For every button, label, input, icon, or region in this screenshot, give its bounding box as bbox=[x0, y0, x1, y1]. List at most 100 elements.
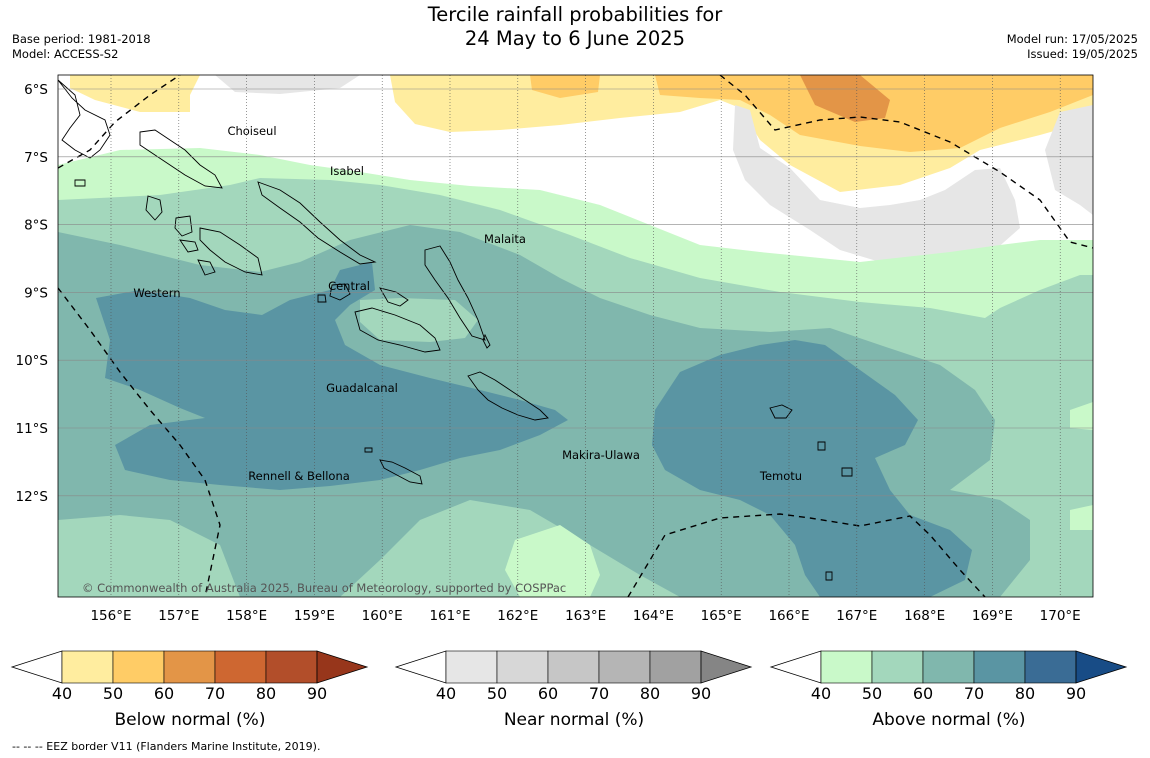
coastline bbox=[257, 181, 377, 265]
eez-border-segment bbox=[58, 75, 181, 169]
colorbar-swatch bbox=[973, 650, 1026, 684]
coastline bbox=[482, 333, 491, 349]
colorbar-tick-label: 40 bbox=[52, 684, 72, 703]
colorbar-below-normal: 40 50 60 70 80 90 Below normal (%) bbox=[10, 650, 369, 728]
colorbar-label: Below normal (%) bbox=[115, 710, 266, 728]
colorbar-swatch bbox=[547, 650, 600, 684]
colorbar-tick-label: 80 bbox=[1015, 684, 1035, 703]
colorbar-swatches bbox=[769, 650, 1128, 684]
colorbar-swatch bbox=[649, 650, 702, 684]
model-info: Base period: 1981-2018 Model: ACCESS-S2 bbox=[12, 32, 151, 62]
above-normal-50-region bbox=[360, 298, 478, 342]
colorbar-tick-label: 60 bbox=[154, 684, 174, 703]
longitude-label: 166°E bbox=[768, 608, 809, 624]
longitude-label: 162°E bbox=[497, 608, 538, 624]
longitude-label: 170°E bbox=[1040, 608, 1081, 624]
region-label-western: Western bbox=[133, 286, 180, 300]
model-run: Model run: 17/05/2025 bbox=[1006, 32, 1138, 46]
colorbar-label: Above normal (%) bbox=[872, 710, 1025, 728]
region-label-rennell-bellona: Rennell & Bellona bbox=[248, 469, 350, 483]
longitude-label: 158°E bbox=[226, 608, 267, 624]
colorbar-swatch bbox=[265, 650, 318, 684]
base-period: Base period: 1981-2018 bbox=[12, 32, 151, 46]
above-normal-40-region bbox=[1070, 402, 1093, 430]
coastline bbox=[174, 215, 193, 237]
longitude-label: 167°E bbox=[836, 608, 877, 624]
region-label-temotu: Temotu bbox=[759, 469, 802, 483]
colorbar-min-extension bbox=[769, 650, 822, 684]
colorbar-tick-label: 50 bbox=[862, 684, 882, 703]
coastline bbox=[317, 294, 327, 303]
title-line-1: Tercile rainfall probabilities for bbox=[427, 3, 723, 26]
coastline bbox=[825, 571, 833, 581]
colorbar-swatch bbox=[598, 650, 651, 684]
region-label-malaita: Malaita bbox=[484, 232, 526, 246]
colorbar-tick-label: 90 bbox=[307, 684, 327, 703]
latitude-label: 11°S bbox=[16, 421, 49, 437]
probability-map: 6°S 7°S 8°S 9°S 10°S 11°S 12°S 156°E 157°E 158°E… bbox=[16, 74, 1094, 624]
coastlines bbox=[58, 79, 853, 581]
coastline bbox=[379, 287, 409, 307]
colorbar-swatch bbox=[163, 650, 216, 684]
colorbar-tick-label: 60 bbox=[538, 684, 558, 703]
colorbar-swatch bbox=[1024, 650, 1077, 684]
near-normal-40-region bbox=[733, 105, 1020, 268]
colorbar-swatch bbox=[922, 650, 975, 684]
coastline bbox=[379, 459, 423, 485]
longitude-label: 164°E bbox=[633, 608, 674, 624]
colorbar-swatch bbox=[820, 650, 873, 684]
map-frame bbox=[57, 74, 1094, 598]
colorbar-tick-label: 50 bbox=[487, 684, 507, 703]
coastline bbox=[467, 371, 549, 421]
colorbar-tick-label: 70 bbox=[589, 684, 609, 703]
colorbar-tick-label: 60 bbox=[913, 684, 933, 703]
colorbar-ticks: 40 50 60 70 80 90 bbox=[52, 684, 327, 703]
colorbar-ticks: 40 50 60 70 80 90 bbox=[436, 684, 711, 703]
coastline bbox=[74, 179, 86, 187]
latitude-label: 8°S bbox=[24, 218, 48, 234]
colorbar-near-normal: 40 50 60 70 80 90 Near normal (%) bbox=[394, 650, 753, 728]
coastline bbox=[199, 227, 263, 276]
above-normal-40-region bbox=[505, 525, 600, 597]
longitude-label: 163°E bbox=[565, 608, 606, 624]
colorbar-swatch bbox=[496, 650, 549, 684]
colorbar-label: Near normal (%) bbox=[504, 710, 644, 728]
eez-border-segment bbox=[627, 513, 986, 597]
colorbar-max-extension bbox=[316, 650, 369, 684]
colorbar-swatch bbox=[445, 650, 498, 684]
coastline bbox=[364, 447, 373, 453]
colorbar-tick-label: 80 bbox=[256, 684, 276, 703]
coastline bbox=[841, 467, 853, 477]
latitude-labels: 6°S 7°S 8°S 9°S 10°S 11°S 12°S bbox=[16, 82, 49, 505]
coastline bbox=[139, 129, 223, 189]
colorbar-max-extension bbox=[1075, 650, 1128, 684]
region-labels: Choiseul Isabel Malaita Western Central … bbox=[133, 124, 802, 483]
region-label-central: Central bbox=[328, 279, 370, 293]
region-label-guadalcanal: Guadalcanal bbox=[326, 381, 398, 395]
title-line-2: 24 May to 6 June 2025 bbox=[464, 27, 686, 50]
coastline bbox=[197, 259, 216, 276]
latitude-label: 10°S bbox=[16, 353, 49, 369]
coastline bbox=[145, 195, 163, 221]
colorbar-min-extension bbox=[394, 650, 447, 684]
colorbar-tick-label: 70 bbox=[205, 684, 225, 703]
colorbar-tick-label: 50 bbox=[103, 684, 123, 703]
longitude-label: 169°E bbox=[972, 608, 1013, 624]
colorbar-tick-label: 40 bbox=[436, 684, 456, 703]
latitude-label: 6°S bbox=[24, 82, 48, 98]
coastline bbox=[817, 441, 826, 451]
above-normal-70-region bbox=[652, 340, 972, 597]
colorbar-swatch bbox=[61, 650, 114, 684]
longitude-label: 161°E bbox=[429, 608, 470, 624]
longitude-label: 168°E bbox=[904, 608, 945, 624]
colorbar-ticks: 40 50 60 70 80 90 bbox=[811, 684, 1086, 703]
grid-lines bbox=[58, 75, 1093, 597]
colorbar-tick-label: 40 bbox=[811, 684, 831, 703]
issued-date: Issued: 19/05/2025 bbox=[1027, 47, 1138, 61]
region-label-makira-ulawa: Makira-Ulawa bbox=[562, 448, 640, 462]
colorbar-swatch bbox=[112, 650, 165, 684]
colorbar-tick-label: 90 bbox=[1066, 684, 1086, 703]
region-label-isabel: Isabel bbox=[330, 164, 364, 178]
below-normal-50-region bbox=[70, 75, 200, 112]
colorbar-tick-label: 70 bbox=[964, 684, 984, 703]
